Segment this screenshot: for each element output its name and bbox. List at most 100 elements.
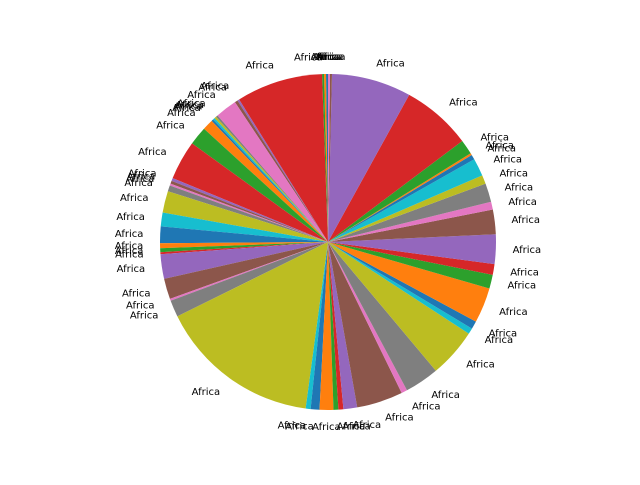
pie-slice-label-13: Africa xyxy=(138,147,167,158)
pie-slice-label-30: Africa xyxy=(285,421,314,432)
pie-slice-label-26: Africa xyxy=(126,301,155,312)
pie-slice-label-52: Africa xyxy=(480,133,509,144)
pie-slice-34 xyxy=(328,242,358,410)
pie-slice-33 xyxy=(328,242,344,410)
pie-slice-label-19: Africa xyxy=(116,212,145,223)
pie-slice-label-12: Africa xyxy=(156,120,185,131)
pie-slice-label-9: Africa xyxy=(174,101,203,112)
pie-slice-54 xyxy=(328,74,410,242)
pie-slice-label-3: Africa xyxy=(245,60,274,71)
pie-slice-24 xyxy=(160,242,328,279)
pie-slice-label-29: Africa xyxy=(278,421,307,432)
pie-slice-38 xyxy=(328,242,469,371)
pie-slice-label-41: Africa xyxy=(499,307,528,318)
pie-slice-51 xyxy=(328,153,472,242)
pie-slice-53 xyxy=(328,94,463,242)
pie-slice-label-21: Africa xyxy=(115,241,144,252)
pie-slice-label-1: Africa xyxy=(310,52,339,63)
pie-slice-label-23: Africa xyxy=(115,249,144,260)
pie-slice-43 xyxy=(328,242,495,275)
pie-slice-2 xyxy=(322,74,328,242)
pie-slice-label-27: Africa xyxy=(130,310,159,321)
pie-slice-23 xyxy=(160,242,328,255)
pie-slice-label-5: Africa xyxy=(198,82,227,93)
pie-slice-label-53: Africa xyxy=(449,97,478,108)
pie-slice-label-6: Africa xyxy=(187,90,216,101)
pie-wedges xyxy=(159,73,496,411)
pie-slice-17 xyxy=(167,185,328,242)
pie-slice-16 xyxy=(169,183,328,242)
pie-slice-10 xyxy=(211,119,328,242)
pie-slice-label-56: Africa xyxy=(315,52,344,63)
pie-slice-label-47: Africa xyxy=(505,183,534,194)
pie-slice-50 xyxy=(328,155,475,242)
pie-slice-label-46: Africa xyxy=(508,197,537,208)
pie-slice-11 xyxy=(203,120,328,242)
pie-slice-7 xyxy=(215,115,328,242)
pie-slice-13 xyxy=(172,143,328,242)
pie-slice-label-15: Africa xyxy=(127,171,156,182)
pie-slice-6 xyxy=(217,102,328,242)
pie-slice-3 xyxy=(239,74,328,242)
pie-slice-label-14: Africa xyxy=(128,168,157,179)
pie-slice-label-36: Africa xyxy=(412,402,441,413)
pie-slice-42 xyxy=(328,242,493,289)
pie-slice-1 xyxy=(324,74,328,242)
pie-slice-18 xyxy=(162,191,328,242)
pie-slice-label-7: Africa xyxy=(177,99,206,110)
pie-slice-label-25: Africa xyxy=(122,289,151,300)
pie-slice-label-49: Africa xyxy=(493,155,522,166)
pie-slice-label-39: Africa xyxy=(485,335,514,346)
pie-slice-39 xyxy=(328,242,472,334)
pie-slice-label-37: Africa xyxy=(431,390,460,401)
pie-slice-label-28: Africa xyxy=(192,387,221,398)
pie-slice-28 xyxy=(177,242,328,409)
pie-slice-9 xyxy=(213,118,328,242)
pie-slice-48 xyxy=(328,175,486,242)
pie-slice-49 xyxy=(328,159,483,242)
pie-slice-label-11: Africa xyxy=(167,108,196,119)
pie-slice-5 xyxy=(234,100,328,243)
pie-slice-25 xyxy=(164,242,328,299)
pie-slice-21 xyxy=(160,242,328,249)
pie-slice-label-35: Africa xyxy=(385,413,414,424)
pie-slice-label-31: Africa xyxy=(312,422,341,433)
pie-slice-label-24: Africa xyxy=(117,264,146,275)
pie-slice-label-8: Africa xyxy=(175,100,204,111)
pie-slice-52 xyxy=(328,140,471,242)
pie-slice-30 xyxy=(310,242,328,410)
pie-slice-22 xyxy=(160,242,328,253)
pie-slice-label-10: Africa xyxy=(172,103,201,114)
pie-slice-47 xyxy=(328,183,492,242)
pie-slice-27 xyxy=(170,242,328,317)
pie-slice-46 xyxy=(328,201,493,242)
pie-slice-label-54: Africa xyxy=(376,59,405,70)
pie-slice-0 xyxy=(326,73,328,242)
pie-slice-36 xyxy=(328,242,407,393)
pie-slice-15 xyxy=(170,180,328,242)
pie-slice-31 xyxy=(319,242,334,411)
pie-slice-14 xyxy=(171,178,328,242)
pie-slice-label-43: Africa xyxy=(510,267,539,278)
pie-slice-32 xyxy=(328,242,339,410)
pie-slice-label-0: Africa xyxy=(313,52,342,63)
pie-slice-8 xyxy=(214,116,328,242)
pie-slice-19 xyxy=(160,212,328,242)
pie-slice-12 xyxy=(192,128,328,242)
pie-slice-label-48: Africa xyxy=(500,168,529,179)
pie-slice-label-42: Africa xyxy=(508,281,537,292)
pie-slice-label-55: Africa xyxy=(317,52,346,63)
pie-slice-4 xyxy=(237,99,328,243)
pie-slice-label-2: Africa xyxy=(294,52,323,63)
pie-slice-label-22: Africa xyxy=(115,246,144,257)
pie-slice-26 xyxy=(169,242,328,301)
pie-slice-40 xyxy=(328,242,476,329)
pie-slice-label-18: Africa xyxy=(120,193,149,204)
pie-slice-label-4: Africa xyxy=(201,81,230,92)
pie-slice-label-45: Africa xyxy=(511,215,540,226)
pie-slice-45 xyxy=(328,209,496,242)
pie-slice-label-44: Africa xyxy=(513,245,542,256)
pie-slice-56 xyxy=(328,73,330,242)
pie-slice-41 xyxy=(328,242,490,322)
